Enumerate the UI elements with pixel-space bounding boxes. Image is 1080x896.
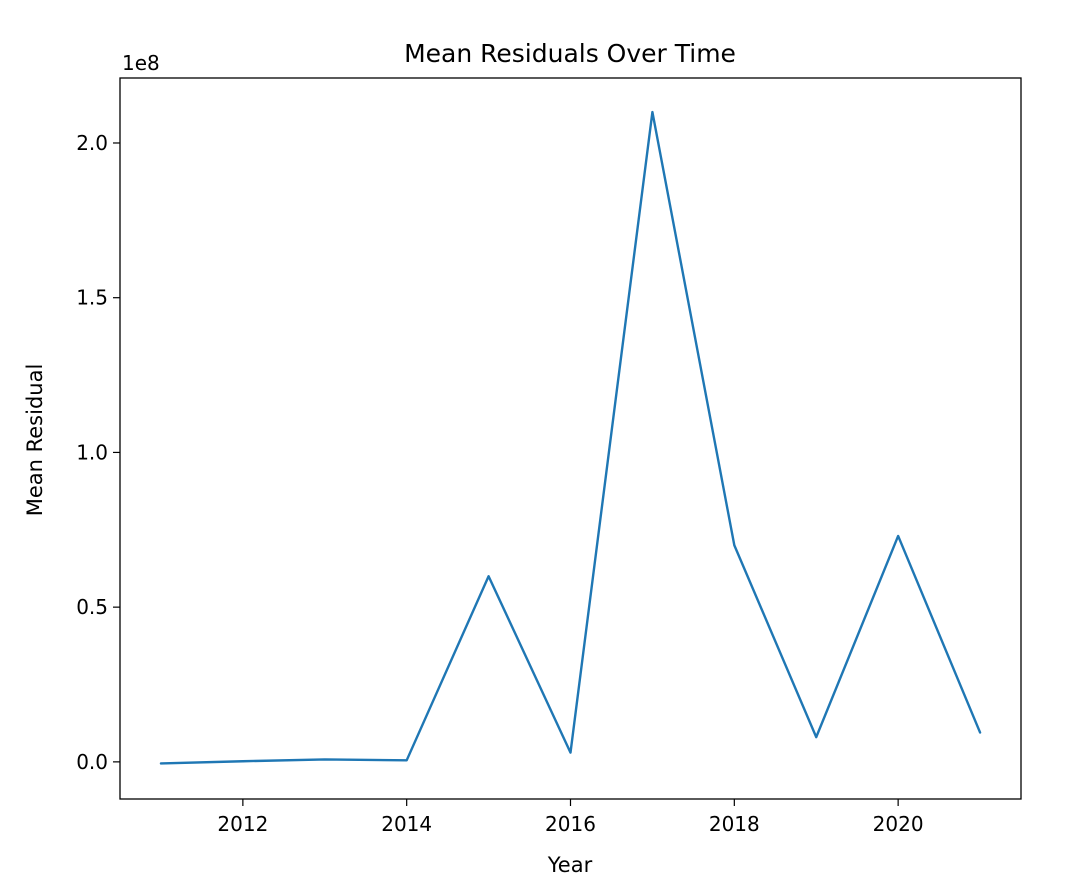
x-tick-label: 2018 <box>709 812 760 836</box>
y-tick-label: 1.5 <box>76 286 108 310</box>
y-axis-label: Mean Residual <box>23 364 47 517</box>
y-tick-label: 2.0 <box>76 131 108 155</box>
x-tick-label: 2016 <box>545 812 596 836</box>
x-tick-label: 2012 <box>217 812 268 836</box>
y-axis-offset-label: 1e8 <box>122 51 160 75</box>
x-tick-label: 2020 <box>873 812 924 836</box>
x-axis: 2012 2014 2016 2018 2020 <box>217 799 924 836</box>
chart-title: Mean Residuals Over Time <box>404 39 736 68</box>
x-axis-label: Year <box>547 853 593 877</box>
y-tick-label: 0.5 <box>76 595 108 619</box>
series-line <box>159 110 982 765</box>
y-tick-label: 0.0 <box>76 750 108 774</box>
y-axis: 0.0 0.5 1.0 1.5 2.0 <box>76 131 120 774</box>
x-tick-label: 2014 <box>381 812 432 836</box>
plot-area-frame <box>119 77 1022 800</box>
y-tick-label: 1.0 <box>76 440 108 464</box>
